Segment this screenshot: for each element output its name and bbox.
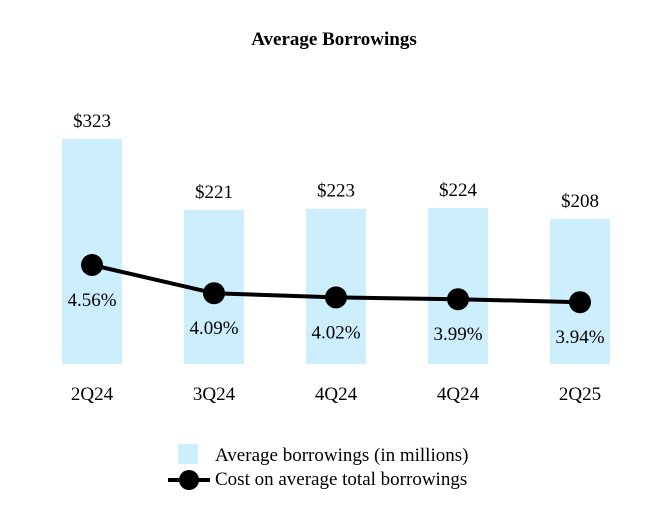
x-tick-label: 4Q24: [437, 384, 480, 405]
x-tick-label: 2Q24: [71, 384, 114, 405]
legend-swatch-bar: [178, 444, 198, 464]
bar-value-label: $208: [561, 191, 599, 212]
cost-point-4: [569, 291, 591, 314]
legend: Average borrowings (in millions) Cost on…: [168, 444, 468, 490]
bar-0: [62, 138, 122, 364]
legend-swatch-marker: [179, 470, 199, 490]
cost-value-label: 3.94%: [555, 327, 604, 348]
bar-2: [306, 208, 366, 364]
cost-point-3: [447, 288, 469, 311]
cost-point-1: [203, 282, 225, 305]
legend-label-bar: Average borrowings (in millions): [215, 445, 468, 466]
x-tick-label: 3Q24: [193, 384, 236, 405]
cost-value-label: 4.56%: [67, 290, 116, 311]
chart-title: Average Borrowings: [251, 29, 417, 50]
line-series-group: 4.56% 4.09% 4.02% 3.99% 3.94%: [67, 254, 605, 348]
bar-value-label: $223: [317, 181, 355, 202]
cost-value-label: 4.02%: [311, 322, 360, 343]
x-tick-group: 2Q24 3Q24 4Q24 4Q24 2Q25: [71, 384, 601, 405]
x-tick-label: 2Q25: [559, 384, 601, 405]
cost-point-2: [325, 286, 347, 309]
bar-value-label: $323: [73, 111, 111, 132]
cost-value-label: 4.09%: [189, 318, 238, 339]
legend-label-line: Cost on average total borrowings: [215, 469, 467, 490]
cost-value-label: 3.99%: [433, 324, 482, 345]
bar-3: [428, 207, 488, 364]
bar-label-group: $323 $221 $223 $224 $208: [73, 111, 599, 212]
bar-value-label: $221: [195, 182, 233, 203]
cost-point-0: [81, 254, 103, 276]
bar-value-label: $224: [439, 180, 478, 201]
x-tick-label: 4Q24: [315, 384, 358, 405]
